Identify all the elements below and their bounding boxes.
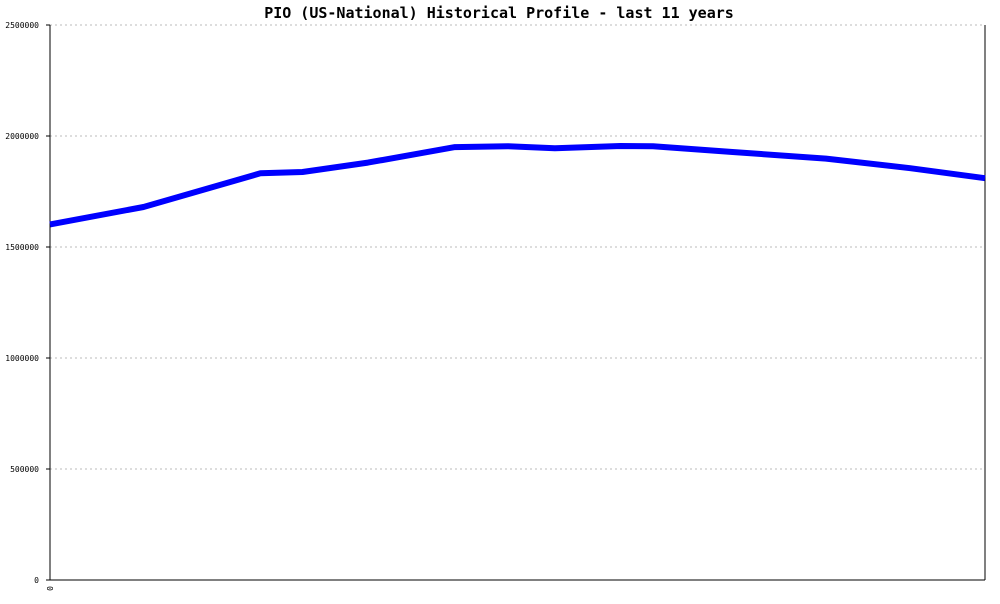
- grid-lines: [50, 24, 985, 470]
- y-tick-label: 0: [34, 576, 39, 585]
- x-axis-tick-labels: 0: [46, 586, 55, 591]
- y-tick-label: 2500000: [5, 21, 39, 30]
- series-lines: [49, 143, 986, 228]
- y-tick-label: 1500000: [5, 243, 39, 252]
- chart-title: PIO (US-National) Historical Profile - l…: [264, 4, 734, 22]
- x-tick-label: 0: [46, 586, 55, 591]
- series-line: [49, 143, 986, 228]
- y-tick-label: 500000: [10, 465, 39, 474]
- axes: [46, 24, 986, 581]
- y-tick-label: 1000000: [5, 354, 39, 363]
- y-axis-tick-labels: 0 500000 1000000 1500000 2000000 2500000: [5, 21, 39, 585]
- y-tick-label: 2000000: [5, 132, 39, 141]
